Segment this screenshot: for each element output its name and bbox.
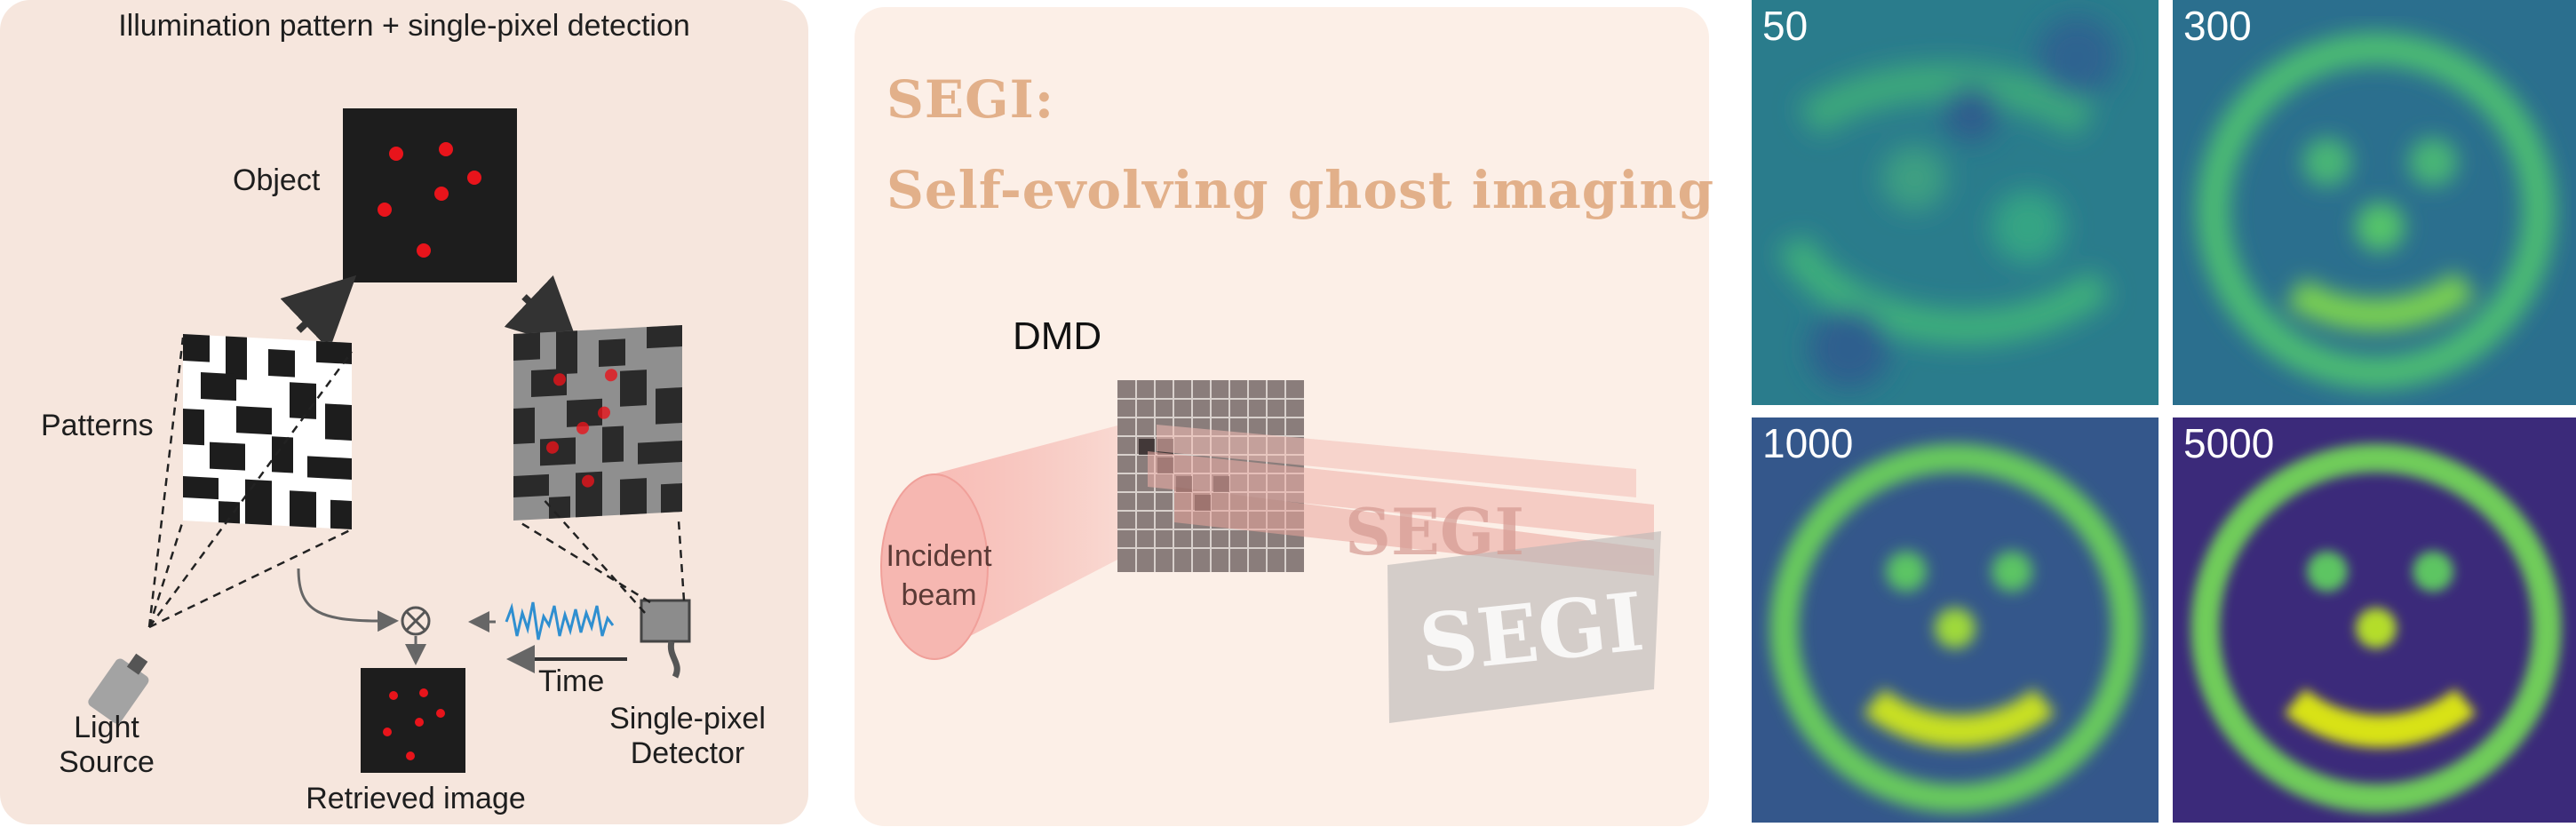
multiplier-symbol <box>401 606 431 636</box>
arrow-to-object <box>280 274 357 351</box>
ghost-imaging-schematic-panel: Illumination pattern + single-pixel dete… <box>0 0 808 824</box>
iteration-label-1000: 1000 <box>1762 420 1854 466</box>
left-pattern <box>183 334 352 529</box>
reconstruction-1000: 1000 <box>1752 418 2159 823</box>
panel-a-title: Illumination pattern + single-pixel dete… <box>118 9 690 43</box>
incident-beam-end <box>880 473 989 660</box>
object-dots <box>378 142 481 258</box>
reconstruction-50: 50 <box>1752 0 2159 405</box>
segi-title-line1: SEGI: <box>886 69 1055 130</box>
segi-title-line2: Self-evolving ghost imaging <box>886 160 1715 220</box>
detector-rays <box>516 497 686 614</box>
light-source-icon <box>88 653 149 724</box>
right-pattern <box>513 325 682 521</box>
incident-beam-label: Incident beam <box>886 539 992 613</box>
object-image <box>343 108 517 282</box>
retrieved-image-label: Retrieved image <box>306 782 526 815</box>
detector-label: Single-pixel Detector <box>609 702 766 771</box>
segi-beam-text: SEGI <box>1345 494 1525 569</box>
patterns-label: Patterns <box>41 409 154 442</box>
detector-icon <box>640 599 691 643</box>
segi-concept-panel: SEGI: Self-evolving ghost imaging <box>855 7 1713 826</box>
light-source-label: Light Source <box>59 711 155 780</box>
object-label: Object <box>233 163 321 197</box>
schematic-drawing <box>88 108 691 773</box>
iteration-label-50: 50 <box>1762 3 1809 49</box>
reconstruction-5000: 5000 <box>2173 418 2576 823</box>
light-rays <box>147 337 354 629</box>
segi-drawing <box>880 380 1661 723</box>
arrow-from-object <box>504 274 581 351</box>
projection-screen <box>1387 531 1661 723</box>
dmd-label: DMD <box>1013 314 1102 358</box>
time-label: Time <box>538 664 605 698</box>
reconstruction-300: 300 <box>2173 0 2576 405</box>
iteration-label-300: 300 <box>2183 3 2252 49</box>
iteration-label-5000: 5000 <box>2183 420 2275 466</box>
detected-signal-wave <box>505 601 615 640</box>
